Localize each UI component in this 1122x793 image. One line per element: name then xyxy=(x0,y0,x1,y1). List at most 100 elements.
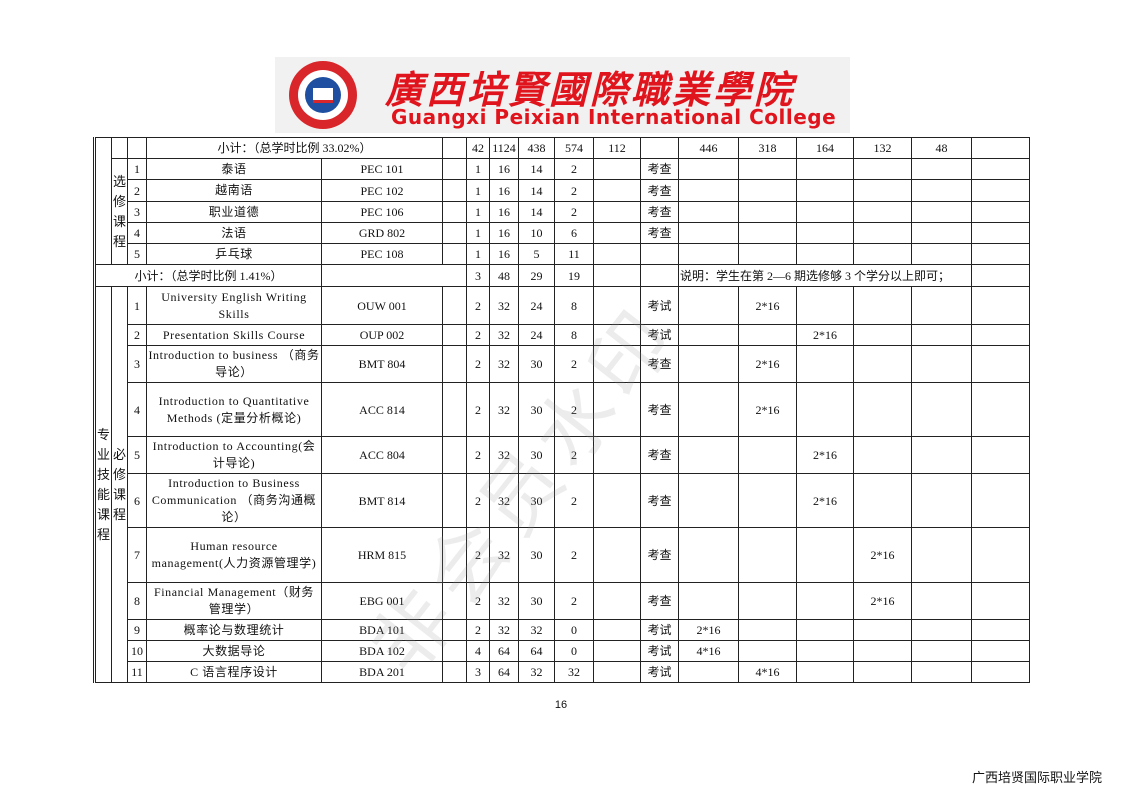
semester-4-hours: 2*16 xyxy=(853,527,912,583)
course-practice: 2 xyxy=(554,345,594,383)
semester-5-hours xyxy=(911,382,972,437)
course-hours: 64 xyxy=(489,640,519,662)
semester-cell xyxy=(971,222,1030,244)
empty-cell xyxy=(593,473,641,528)
semester-2-hours xyxy=(738,324,797,346)
course-assessment: 考查 xyxy=(640,582,679,620)
subtotal-extra: 112 xyxy=(593,137,641,159)
empty-cell xyxy=(127,137,147,159)
course-code: BDA 102 xyxy=(321,640,443,662)
subtotal-practice: 574 xyxy=(554,137,594,159)
semester-3-hours: 2*16 xyxy=(796,324,854,346)
empty-cell xyxy=(442,640,467,662)
semester-1-hours xyxy=(678,582,739,620)
semester-cell xyxy=(796,243,854,265)
semester-5-hours xyxy=(911,345,972,383)
course-credits: 1 xyxy=(466,158,490,180)
empty-cell xyxy=(593,222,641,244)
course-name: Introduction to Quantitative Methods (定量… xyxy=(146,382,322,437)
course-practice: 0 xyxy=(554,640,594,662)
course-hours: 16 xyxy=(489,201,519,223)
course-credits: 1 xyxy=(466,201,490,223)
semester-6-hours xyxy=(971,286,1030,325)
semester-cell xyxy=(911,179,972,202)
subtotal-credits: 42 xyxy=(466,137,490,159)
course-number: 3 xyxy=(127,345,147,383)
course-practice: 6 xyxy=(554,222,594,244)
semester-3-hours xyxy=(796,619,854,641)
semester-4-hours xyxy=(853,661,912,683)
semester-1-hours xyxy=(678,286,739,325)
table-row: 2 越南语 PEC 102 1 16 14 2 考查 xyxy=(95,179,1030,202)
college-logo-banner: 廣西培賢國際職業學院 Guangxi Peixian International… xyxy=(275,57,850,133)
table-row: 选修课程 1 泰语 PEC 101 1 16 14 2 考查 xyxy=(95,158,1030,265)
semester-4-hours xyxy=(853,345,912,383)
empty-cell xyxy=(593,582,641,620)
course-hours: 32 xyxy=(489,324,519,346)
course-hours: 32 xyxy=(489,286,519,325)
course-theory: 24 xyxy=(518,324,555,346)
course-credits: 2 xyxy=(466,473,490,528)
course-number: 9 xyxy=(127,619,147,641)
course-assessment: 考查 xyxy=(640,158,679,180)
semester-cell xyxy=(853,222,912,244)
table-row: 专业技能课程 必修课程 1 University English Writing Sk… xyxy=(93,286,1030,683)
empty-cell xyxy=(593,436,641,474)
table-row: 4 法语 GRD 802 1 16 10 6 考查 xyxy=(95,222,1030,244)
course-assessment: 考试 xyxy=(640,661,679,683)
course-code: PEC 108 xyxy=(321,243,443,265)
subtotal-label: 小计：（总学时比例 33.02%） xyxy=(146,137,443,159)
semester-cell xyxy=(971,243,1030,265)
course-code: PEC 106 xyxy=(321,201,443,223)
empty-cell xyxy=(971,264,1030,287)
course-code: ACC 804 xyxy=(321,436,443,474)
semester-6-hours xyxy=(971,345,1030,383)
table-row: 11 C 语言程序设计 BDA 201 3 64 32 32 考试 4*16 xyxy=(95,661,1030,683)
elective-subtotal-theory: 29 xyxy=(518,264,555,287)
semester-6-hours xyxy=(971,382,1030,437)
course-hours: 16 xyxy=(489,243,519,265)
table-row: 5 Introduction to Accounting(会计导论) ACC 804… xyxy=(95,436,1030,474)
course-code: BMT 804 xyxy=(321,345,443,383)
semester-6-hours xyxy=(971,619,1030,641)
semester-2-hours xyxy=(738,640,797,662)
course-hours: 16 xyxy=(489,179,519,202)
semester-4-hours xyxy=(853,324,912,346)
semester-5-hours xyxy=(911,661,972,683)
course-theory: 30 xyxy=(518,382,555,437)
table-row: 3 Introduction to business （商务导论） BMT 804 2… xyxy=(95,345,1030,383)
empty-cell xyxy=(442,527,467,583)
semester-6-hours xyxy=(971,582,1030,620)
course-theory: 32 xyxy=(518,661,555,683)
empty-cell xyxy=(442,661,467,683)
course-code: BMT 814 xyxy=(321,473,443,528)
semester-2-hours xyxy=(738,619,797,641)
empty-cell xyxy=(442,222,467,244)
course-number: 1 xyxy=(127,286,147,325)
course-hours: 32 xyxy=(489,382,519,437)
semester-cell xyxy=(796,158,854,180)
course-name: 概率论与数理统计 xyxy=(146,619,322,641)
empty-cell xyxy=(640,137,679,159)
semester-6-hours xyxy=(971,527,1030,583)
semester-4-hours xyxy=(853,436,912,474)
table-row: 6 Introduction to Business Communication … xyxy=(95,473,1030,528)
semester-5-hours xyxy=(911,286,972,325)
course-credits: 1 xyxy=(466,179,490,202)
semester-1-hours xyxy=(678,527,739,583)
course-name: Introduction to Business Communication （… xyxy=(146,473,322,528)
semester-2-hours: 4*16 xyxy=(738,661,797,683)
footer-college-name: 广西培贤国际职业学院 xyxy=(971,771,1102,786)
course-practice: 0 xyxy=(554,619,594,641)
semester-2-hours: 2*16 xyxy=(738,286,797,325)
empty-cell xyxy=(442,158,467,180)
semester-cell xyxy=(678,222,739,244)
course-code: EBG 001 xyxy=(321,582,443,620)
empty-cell xyxy=(593,661,641,683)
empty-cell xyxy=(640,264,679,287)
table-row: 小计：（总学时比例 33.02%） 42 1124 438 574 112 446 318 16… xyxy=(93,137,1030,265)
semester-6-hours xyxy=(971,137,1030,159)
semester-2-hours: 318 xyxy=(738,137,797,159)
course-theory: 14 xyxy=(518,158,555,180)
semester-2-hours xyxy=(738,527,797,583)
